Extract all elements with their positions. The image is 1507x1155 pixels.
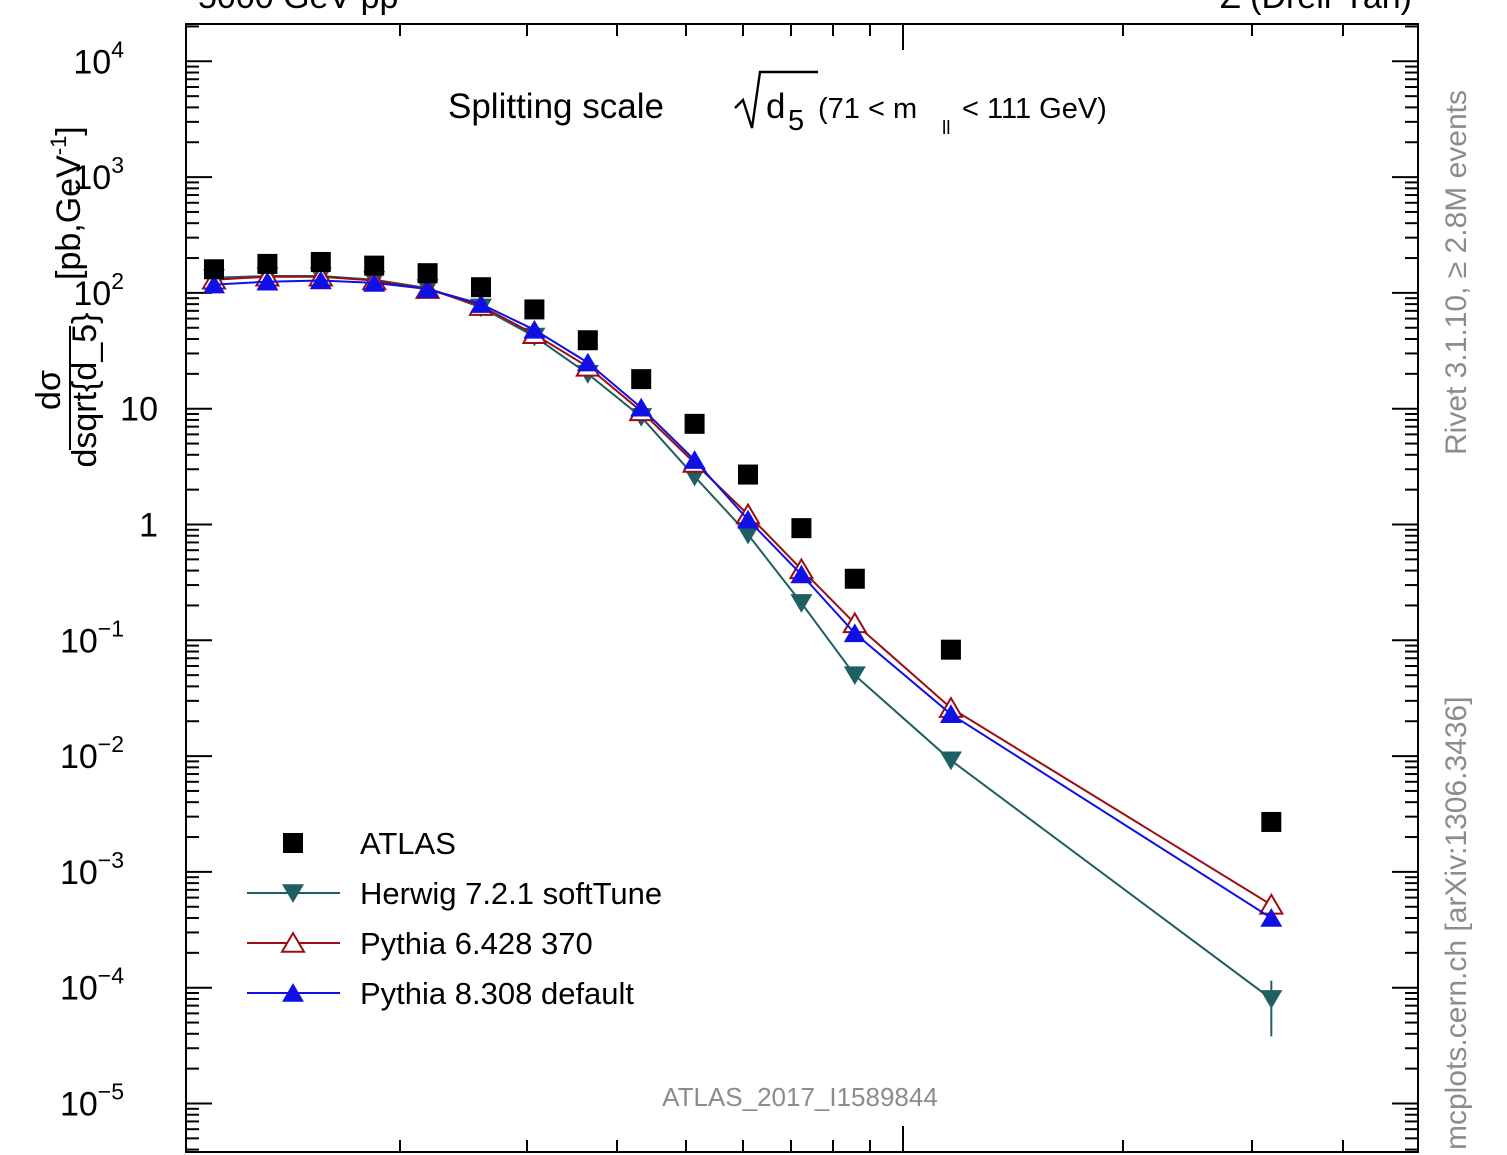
y-tick-label: 10−3 xyxy=(60,847,124,892)
data-point xyxy=(683,450,706,469)
y-tick-label: 102 xyxy=(73,268,124,313)
header-right-text: Z (Drell-Yan) xyxy=(1220,0,1412,16)
y-tick-label: 10−2 xyxy=(60,731,124,776)
legend-label: Herwig 7.2.1 softTune xyxy=(360,876,662,911)
sqrt-symbol xyxy=(734,70,818,129)
legend: ATLAS Herwig 7.2.1 softTune Pythia 6.428 3… xyxy=(247,826,662,1011)
data-point xyxy=(843,666,866,686)
data-point xyxy=(203,274,225,294)
data-point xyxy=(204,259,224,280)
y-tick-label: 1 xyxy=(139,507,158,545)
series-pythia-8-308-default xyxy=(203,270,1283,927)
chart-title-range-close: < 111 GeV) xyxy=(962,93,1107,125)
y-tick-label: 10 xyxy=(120,391,158,429)
data-point xyxy=(843,623,866,643)
chart-title: Splitting scale xyxy=(448,87,664,126)
legend-marker xyxy=(280,931,306,953)
legend-entry: Pythia 6.428 370 xyxy=(247,926,593,961)
side-text-upper: Rivet 3.1.10, ≥ 2.8M events xyxy=(1440,90,1473,455)
legend-entry: Herwig 7.2.1 softTune xyxy=(247,876,662,911)
data-point xyxy=(523,319,546,339)
legend-marker xyxy=(282,884,304,903)
chart-title-prefix: Splitting scale xyxy=(448,87,664,126)
chart-title-symbol-sub: 5 xyxy=(788,105,804,137)
header-left-text: 5000 GeV pp xyxy=(198,0,398,16)
ylabel-denominator: dsqrt{d_5} xyxy=(66,312,104,467)
data-point xyxy=(1260,990,1283,1009)
chart-title-range-open: (71 < m xyxy=(818,93,917,125)
ylabel-numerator: dσ xyxy=(30,370,68,410)
y-tick-label: 10−1 xyxy=(60,615,124,660)
y-tick-label: 103 xyxy=(73,152,124,197)
legend-label: Pythia 6.428 370 xyxy=(360,926,593,961)
data-point xyxy=(363,272,386,292)
data-point xyxy=(631,369,652,390)
data-point xyxy=(310,251,331,272)
legend-label: Pythia 8.308 default xyxy=(360,976,634,1011)
chart-title-symbol: d xyxy=(766,87,785,126)
data-point xyxy=(939,751,962,771)
legend-label: ATLAS xyxy=(360,826,456,861)
data-point xyxy=(576,352,599,372)
data-point xyxy=(364,255,385,276)
data-point xyxy=(940,639,961,660)
series-atlas xyxy=(204,251,1282,832)
plot-frame xyxy=(185,23,1419,1153)
data-point xyxy=(684,413,705,434)
ylabel-units: [pb,GeV-1] xyxy=(46,126,88,280)
data-point xyxy=(1261,811,1282,832)
analysis-tag: ATLAS_2017_I1589844 xyxy=(662,1082,938,1112)
legend-entry: ATLAS xyxy=(283,826,456,861)
data-point xyxy=(630,397,653,417)
data-point xyxy=(471,277,491,298)
data-point xyxy=(309,270,332,290)
legend-marker xyxy=(283,833,303,853)
data-point xyxy=(790,564,813,584)
data-point xyxy=(791,518,812,539)
axis-ticks xyxy=(185,24,1418,1152)
data-point xyxy=(738,464,758,485)
data-point xyxy=(256,271,279,291)
chart-title-range-sub: ll xyxy=(942,118,950,139)
legend-marker xyxy=(282,983,304,1002)
data-point xyxy=(470,294,492,313)
y-tick-label: 104 xyxy=(73,36,124,81)
side-text-upper-group: Rivet 3.1.10, ≥ 2.8M events xyxy=(1440,90,1473,455)
legend-entry: Pythia 8.308 default xyxy=(247,976,634,1011)
y-tick-label: 10−5 xyxy=(60,1079,124,1124)
data-point xyxy=(416,279,439,298)
data-point xyxy=(257,253,278,274)
y-tick-label: 10−4 xyxy=(60,963,124,1008)
data-point xyxy=(737,525,759,545)
side-text-lower-group: mcplots.cern.ch [arXiv:1306.3436] xyxy=(1440,696,1473,1150)
side-text-lower: mcplots.cern.ch [arXiv:1306.3436] xyxy=(1440,696,1473,1150)
data-point xyxy=(939,704,962,724)
data-point xyxy=(1260,908,1283,927)
data-point xyxy=(737,509,759,529)
axes-frame xyxy=(185,23,1419,1153)
data-point xyxy=(844,568,865,589)
series-layer xyxy=(201,251,1285,1037)
data-point xyxy=(790,594,813,613)
data-point xyxy=(577,330,598,351)
data-point xyxy=(417,263,438,284)
data-point xyxy=(524,299,545,320)
y-axis-label: dσ dsqrt{d_5} [pb,GeV-1] xyxy=(30,126,104,467)
